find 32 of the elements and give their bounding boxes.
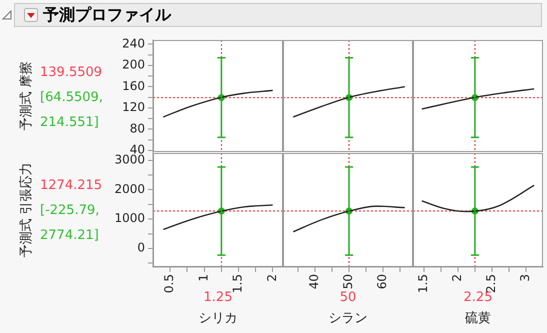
y-axis-title: 予測式 引張応力 [18,162,35,258]
text: 50 [338,290,358,305]
chart-title: 予測プロファイル [43,5,171,26]
x-tick-label: 2 [450,274,464,282]
y-tick-label: 0 [137,240,145,255]
x-tick-label: 1 [196,274,210,282]
y-tick-label: 80 [130,121,145,136]
text: 139.5509 [40,64,104,82]
x-tick-label: 40 [307,274,322,290]
x-tick-label: 60 [375,274,390,290]
x-tick-label: 1.5 [416,274,430,294]
x-axis-title: シリカ [198,310,238,327]
y-tick-label: 1000 [114,211,145,226]
y-tick-label: 160 [122,78,145,93]
x-axis-title: シラン [328,310,368,327]
y-axis-title: 予測式 摩擦 [18,61,35,131]
text: 2.25 [464,290,492,305]
x-tick-label: 0.5 [162,274,176,294]
text: [-225.79, 2774.21] [40,202,100,245]
text: 1274.215 [40,177,104,195]
y-tick-label: 2000 [114,182,145,196]
text: [64.5509, 214.551] [40,89,104,132]
x-axis-title: 硫黄 [464,310,492,327]
y-tick-label: 3000 [114,152,145,166]
y-tick-label: 240 [122,36,145,50]
text: 1.25 [202,290,232,305]
x-tick-label: 3 [518,274,532,282]
y-tick-label: 200 [122,58,145,72]
x-tick-label: 2 [264,274,279,282]
x-tick-label: 50 [341,274,356,290]
y-tick-label: 120 [122,100,145,114]
x-tick-label: 1.5 [230,274,245,294]
